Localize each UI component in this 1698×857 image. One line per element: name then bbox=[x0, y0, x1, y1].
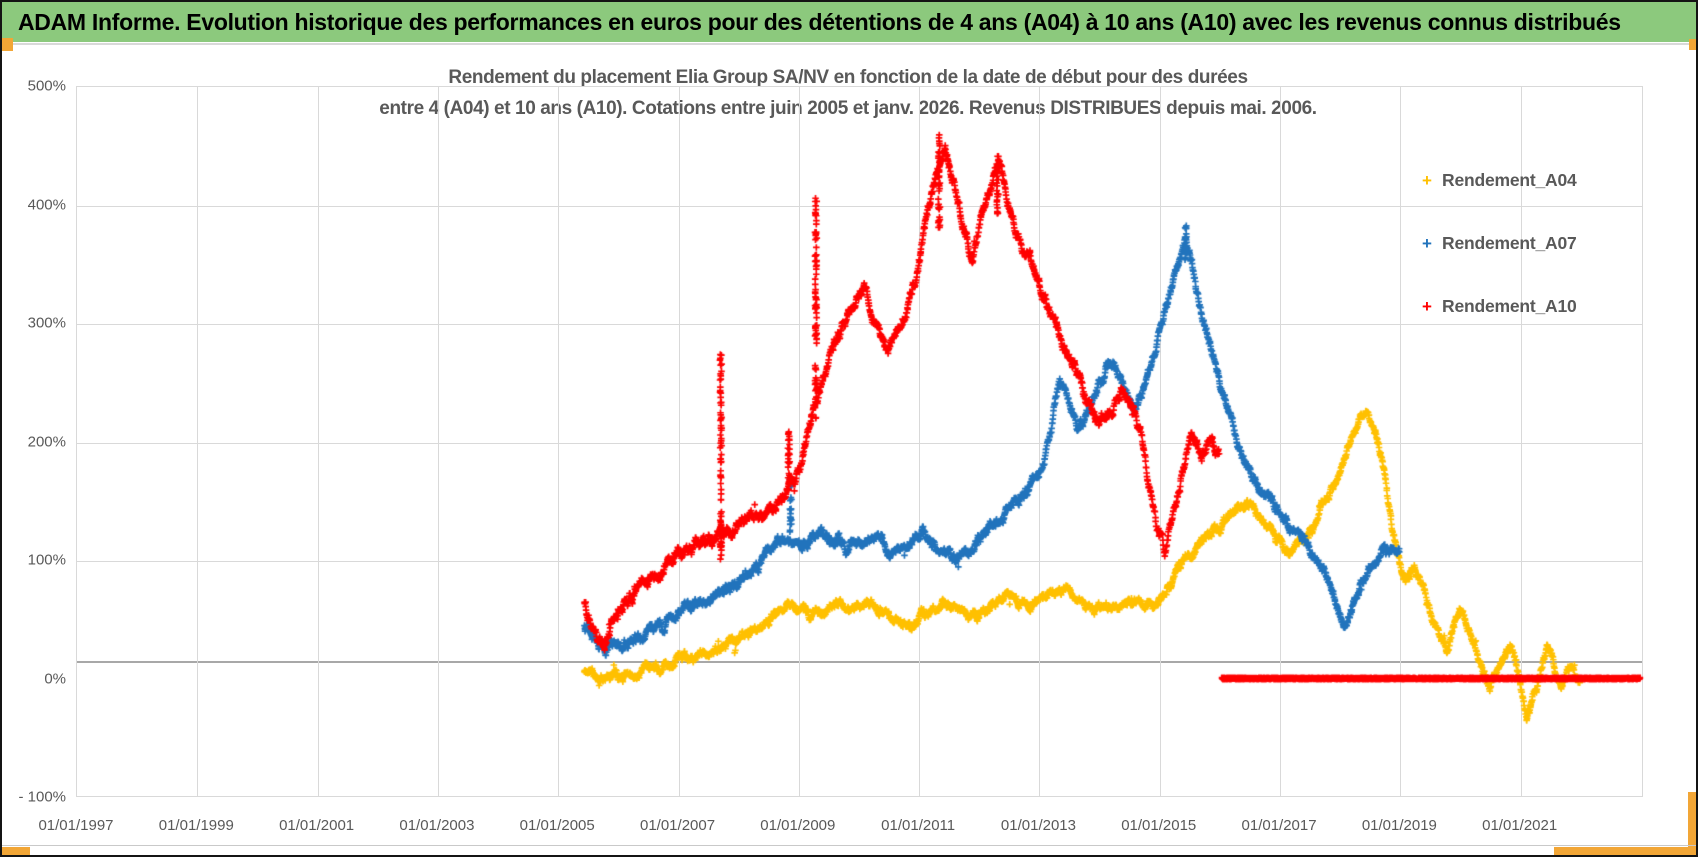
y-gridline bbox=[77, 442, 1642, 444]
y-axis-tick-label: - 100% bbox=[18, 788, 66, 806]
x-axis-tick-label: 01/01/2001 bbox=[279, 817, 355, 834]
selection-accent-bottom-right bbox=[1554, 847, 1696, 855]
x-axis-tick-label: 01/01/2003 bbox=[399, 817, 475, 834]
plus-marker-icon: + bbox=[1422, 296, 1432, 316]
legend-item-rendement_a07[interactable]: + Rendement_A07 bbox=[1422, 233, 1577, 254]
plus-marker-icon: + bbox=[1422, 170, 1432, 190]
x-gridline bbox=[798, 87, 800, 796]
plot-area[interactable] bbox=[76, 86, 1643, 797]
legend-item-rendement_a04[interactable]: + Rendement_A04 bbox=[1422, 170, 1577, 191]
legend-label: Rendement_A04 bbox=[1442, 170, 1577, 190]
y-axis-tick-label: 200% bbox=[27, 433, 66, 450]
x-axis-tick-label: 01/01/2011 bbox=[881, 817, 956, 834]
x-axis-tick-label: 01/01/2015 bbox=[1121, 817, 1197, 834]
plus-marker-icon: + bbox=[1422, 233, 1432, 253]
y-axis-tick-label: 500% bbox=[27, 77, 66, 95]
legend-label: Rendement_A10 bbox=[1442, 296, 1577, 316]
y-gridline bbox=[77, 205, 1642, 207]
y-axis-tick-label: 400% bbox=[27, 196, 66, 213]
selection-accent-bottom-left bbox=[2, 847, 30, 855]
x-gridline bbox=[317, 87, 319, 796]
selection-accent-right-bar bbox=[1688, 792, 1696, 855]
y-axis-tick-label: 100% bbox=[27, 551, 66, 569]
x-axis-tick-label: 01/01/2007 bbox=[639, 817, 716, 834]
selection-accent-top-right bbox=[1689, 39, 1696, 50]
sheet-gridline bbox=[2, 845, 1696, 846]
x-axis-tick-label: 01/01/2021 bbox=[1482, 817, 1558, 834]
x-gridline bbox=[1400, 87, 1402, 796]
legend-item-rendement_a10[interactable]: + Rendement_A10 bbox=[1422, 296, 1577, 317]
y-axis-tick-label: 0% bbox=[44, 670, 66, 687]
x-axis-tick-label: 01/01/1999 bbox=[158, 817, 234, 834]
y-gridline bbox=[77, 324, 1642, 325]
x-gridline bbox=[437, 87, 439, 796]
category-axis-line bbox=[77, 660, 1642, 663]
x-axis-tick-label: 01/01/2005 bbox=[519, 817, 595, 834]
y-axis-tick-label: 300% bbox=[27, 314, 66, 332]
x-gridline bbox=[197, 87, 199, 796]
x-gridline bbox=[1520, 87, 1522, 796]
selection-accent-top-left bbox=[2, 38, 13, 51]
x-gridline bbox=[678, 87, 680, 796]
x-gridline bbox=[1280, 87, 1282, 796]
x-axis-tick-label: 01/01/2019 bbox=[1361, 817, 1437, 834]
y-gridline bbox=[77, 561, 1642, 562]
x-gridline bbox=[919, 87, 921, 796]
legend-label: Rendement_A07 bbox=[1442, 233, 1577, 253]
x-axis-tick-label: 01/01/1997 bbox=[38, 817, 114, 834]
x-gridline bbox=[1159, 87, 1161, 796]
x-gridline bbox=[558, 87, 560, 796]
sheet-header-banner: ADAM Informe. Evolution historique des p… bbox=[2, 2, 1696, 42]
x-axis-tick-label: 01/01/2017 bbox=[1241, 817, 1317, 834]
x-gridline bbox=[1039, 87, 1041, 796]
x-axis-tick-label: 01/01/2013 bbox=[1000, 817, 1076, 834]
x-axis-tick-label: 01/01/2009 bbox=[760, 817, 836, 834]
header-divider bbox=[2, 43, 1696, 45]
